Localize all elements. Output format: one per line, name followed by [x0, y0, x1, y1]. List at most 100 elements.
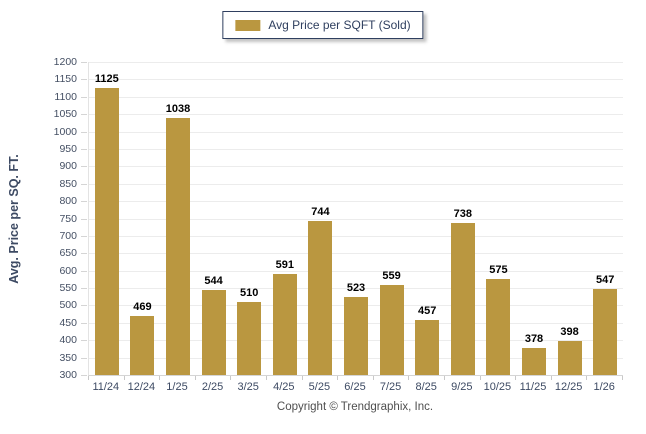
bar-value-label: 523 — [346, 282, 366, 295]
y-tick-label: 450 — [59, 316, 77, 329]
y-tick-mark — [81, 166, 87, 168]
gridline — [89, 131, 623, 133]
x-tick-label: 5/25 — [308, 381, 331, 393]
y-tick-mark — [81, 357, 87, 359]
x-tick-label: 7/25 — [379, 381, 402, 393]
bar-11/25 — [522, 347, 546, 375]
bar-value-label: 544 — [204, 275, 223, 288]
gridline — [89, 62, 623, 63]
bar-value-label: 457 — [418, 305, 437, 318]
gridline — [89, 148, 623, 150]
bar-9/25 — [450, 222, 475, 375]
y-tick-mark — [81, 288, 87, 290]
y-axis-title: Avg. Price per SQ. FT. — [7, 154, 21, 284]
y-tick-mark — [81, 148, 87, 150]
y-tick-label: 1100 — [54, 90, 77, 103]
bar-value-label: 398 — [560, 325, 579, 338]
y-tick-label: 800 — [59, 195, 77, 208]
y-tick-mark — [81, 131, 87, 133]
x-tick-label: 11/24 — [92, 381, 120, 393]
y-tick-label: 750 — [59, 212, 77, 225]
y-tick-label: 500 — [59, 299, 77, 312]
x-tick-mark — [550, 376, 552, 380]
y-tick-mark — [81, 79, 87, 81]
x-tick-mark — [408, 376, 410, 380]
gridline — [89, 253, 623, 255]
x-tick-mark — [515, 376, 517, 380]
bar-value-label: 547 — [596, 274, 615, 287]
y-tick-label: 350 — [59, 351, 77, 364]
y-tick-label: 1150 — [54, 73, 77, 86]
y-tick-label: 700 — [59, 229, 77, 242]
bar-value-label: 469 — [133, 301, 152, 314]
x-tick-label: 9/25 — [451, 381, 473, 393]
legend: Avg Price per SQFT (Sold) — [222, 11, 424, 39]
y-tick-mark — [81, 322, 87, 324]
legend-swatch — [235, 19, 261, 31]
y-tick-label: 300 — [59, 369, 77, 381]
y-tick-mark — [81, 235, 87, 237]
y-tick-mark — [81, 253, 87, 255]
y-tick-label: 900 — [59, 160, 77, 173]
y-tick-label: 850 — [59, 177, 77, 190]
bar-2/25 — [201, 290, 226, 375]
x-tick-mark — [479, 376, 481, 380]
bar-3/25 — [237, 301, 262, 375]
x-tick-label: 4/25 — [273, 381, 295, 393]
bar-value-label: 559 — [382, 269, 401, 282]
bar-value-label: 738 — [453, 207, 472, 220]
x-tick-mark — [301, 376, 303, 380]
y-tick-mark — [81, 270, 87, 272]
bar-1/25 — [166, 118, 190, 375]
x-tick-mark — [88, 376, 89, 380]
y-tick-label: 1000 — [53, 125, 77, 138]
bar-value-label: 510 — [240, 286, 259, 299]
y-tick-mark — [81, 218, 87, 220]
gridline — [89, 166, 623, 168]
x-tick-mark — [266, 376, 267, 380]
y-tick-mark — [81, 183, 87, 185]
legend-label: Avg Price per SQFT (Sold) — [268, 18, 411, 32]
gridline — [89, 201, 623, 203]
gridline — [89, 96, 623, 98]
x-tick-label: 12/25 — [554, 381, 583, 393]
y-tick-mark — [81, 96, 87, 98]
y-tick-mark — [81, 375, 87, 376]
x-tick-label: 11/25 — [519, 381, 547, 393]
bar-12/24 — [130, 316, 155, 375]
bar-4/25 — [272, 273, 297, 375]
bar-7/25 — [379, 284, 404, 375]
y-tick-label: 600 — [59, 264, 77, 277]
bar-8/25 — [415, 320, 440, 375]
x-tick-mark — [159, 376, 161, 380]
bar-value-label: 1038 — [165, 103, 191, 116]
x-tick-mark — [444, 376, 445, 380]
gridline — [89, 218, 623, 220]
y-tick-mark — [81, 340, 87, 342]
y-tick-label: 950 — [59, 142, 77, 155]
bar-6/25 — [344, 297, 368, 375]
x-tick-label: 3/25 — [237, 381, 259, 393]
gridline — [89, 114, 623, 116]
x-tick-label: 10/25 — [483, 381, 512, 393]
bar-value-label: 575 — [489, 264, 508, 277]
y-tick-mark — [81, 305, 87, 307]
bar-1/26 — [593, 289, 618, 375]
gridline — [89, 288, 623, 290]
bar-value-label: 378 — [524, 332, 544, 345]
bar-value-label: 744 — [311, 205, 330, 218]
bar-5/25 — [308, 220, 333, 375]
gridline — [89, 235, 623, 237]
y-tick-mark — [81, 114, 87, 116]
x-tick-label: 2/25 — [201, 381, 224, 393]
bar-value-label: 591 — [275, 258, 294, 271]
gridline — [89, 183, 623, 185]
y-tick-label: 650 — [59, 247, 77, 260]
bar-value-label: 1125 — [94, 73, 119, 86]
x-tick-label: 6/25 — [344, 381, 366, 393]
bar-12/25 — [557, 340, 582, 375]
y-tick-label: 1050 — [53, 108, 77, 121]
x-tick-mark — [586, 376, 588, 380]
x-tick-mark — [622, 376, 623, 380]
